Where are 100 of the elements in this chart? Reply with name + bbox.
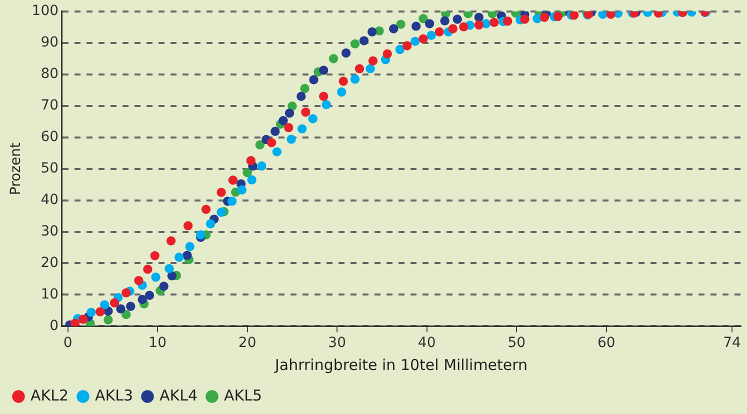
point <box>100 300 110 310</box>
point <box>286 134 296 144</box>
y-tick-label: 50 <box>40 160 59 176</box>
y-tick-label: 0 <box>50 318 59 334</box>
point <box>70 318 80 326</box>
point <box>284 122 294 132</box>
y-tick-label: 10 <box>40 286 59 302</box>
x-tick-label: 50 <box>508 335 526 352</box>
point <box>503 16 512 26</box>
point <box>78 314 88 324</box>
point <box>569 11 579 20</box>
point <box>206 219 216 228</box>
point <box>367 27 377 36</box>
point <box>382 49 392 58</box>
x-tick-label: 40 <box>418 335 436 352</box>
point <box>598 11 608 19</box>
point <box>216 188 226 198</box>
point <box>424 19 434 28</box>
point <box>490 18 499 28</box>
x-axis-title: Jahrringbreite in 10tel Millimetern <box>274 356 528 374</box>
point <box>368 56 378 66</box>
point <box>338 76 348 86</box>
point <box>216 208 226 217</box>
x-tick-label: 60 <box>597 335 616 352</box>
point <box>270 126 280 136</box>
legend-label: AKL5 <box>224 386 262 404</box>
point <box>297 124 307 134</box>
x-tick-label: 20 <box>238 335 256 352</box>
point <box>520 14 530 24</box>
point <box>319 92 328 101</box>
point <box>182 250 192 260</box>
point <box>488 11 497 18</box>
point <box>300 84 310 94</box>
point <box>143 264 152 274</box>
point <box>440 16 450 26</box>
point <box>426 30 436 40</box>
point <box>185 242 194 252</box>
point <box>227 196 237 206</box>
point <box>150 251 160 260</box>
point <box>606 11 616 19</box>
y-tick-label: 60 <box>40 128 59 145</box>
point <box>255 140 264 150</box>
point <box>350 74 360 84</box>
point <box>116 304 126 314</box>
point <box>459 22 468 32</box>
point <box>266 138 276 148</box>
point <box>122 288 131 298</box>
point <box>309 75 318 84</box>
point <box>448 24 458 34</box>
point <box>247 175 256 184</box>
point <box>418 14 428 24</box>
y-axis-title: Prozent <box>8 142 24 196</box>
y-tick-label: 40 <box>40 192 59 208</box>
x-tick-label: 30 <box>328 335 346 352</box>
y-tick-label: 80 <box>40 66 59 82</box>
point <box>126 302 136 311</box>
point <box>134 276 144 286</box>
point <box>322 100 331 110</box>
y-tick-label: 100 <box>32 3 59 20</box>
point <box>228 176 238 185</box>
point <box>452 14 462 24</box>
point <box>301 108 310 117</box>
point <box>278 116 288 126</box>
point <box>350 39 360 48</box>
point <box>366 64 375 74</box>
point <box>389 24 398 34</box>
point <box>359 36 369 46</box>
point <box>96 307 105 316</box>
point <box>246 156 256 166</box>
y-tick-label: 30 <box>40 223 59 240</box>
point <box>396 20 406 29</box>
point <box>411 22 421 31</box>
point <box>296 92 306 101</box>
point <box>336 87 346 97</box>
point <box>110 298 120 308</box>
point <box>418 34 428 44</box>
point <box>122 310 131 320</box>
point <box>167 271 177 280</box>
point <box>104 315 113 325</box>
point <box>242 168 252 178</box>
point <box>257 161 266 171</box>
point <box>410 36 420 46</box>
legend-label: AKL3 <box>95 386 133 404</box>
y-tick-label: 90 <box>40 34 59 51</box>
point <box>159 282 168 291</box>
y-tick-label: 70 <box>40 97 59 114</box>
x-tick-label: 10 <box>148 335 166 352</box>
x-tick-label: 74 <box>723 335 742 352</box>
point <box>434 27 444 36</box>
point <box>201 204 211 214</box>
point <box>166 236 176 246</box>
point <box>319 66 328 75</box>
point <box>308 114 318 124</box>
point <box>395 44 405 54</box>
point <box>183 221 193 230</box>
point <box>138 294 147 304</box>
point <box>540 12 550 22</box>
point <box>354 64 364 74</box>
point <box>474 20 484 30</box>
point <box>144 290 154 300</box>
